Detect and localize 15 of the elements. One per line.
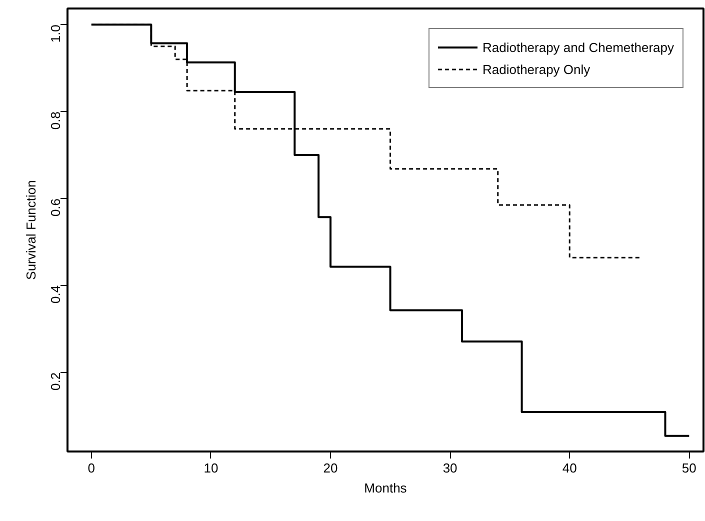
y-tick-label: 0.2: [48, 372, 63, 390]
x-tick-label: 40: [562, 460, 577, 476]
y-tick-label: 0.4: [48, 285, 63, 304]
x-axis-title: Months: [364, 480, 408, 496]
legend-label: Radiotherapy and Chemetherapy: [482, 40, 674, 54]
x-tick-label: 10: [204, 460, 218, 476]
x-tick-label: 30: [442, 460, 458, 476]
y-tick-label: 0.8: [48, 112, 63, 130]
legend-label: Radiotherapy Only: [482, 62, 590, 76]
y-axis-title: Survival Function: [24, 180, 38, 280]
y-tick-label: 0.6: [48, 198, 63, 217]
x-tick-label: 50: [682, 460, 696, 476]
y-tick-label: 1.0: [48, 24, 63, 43]
x-tick-label: 20: [323, 460, 338, 476]
x-tick-label: 0: [88, 460, 96, 476]
